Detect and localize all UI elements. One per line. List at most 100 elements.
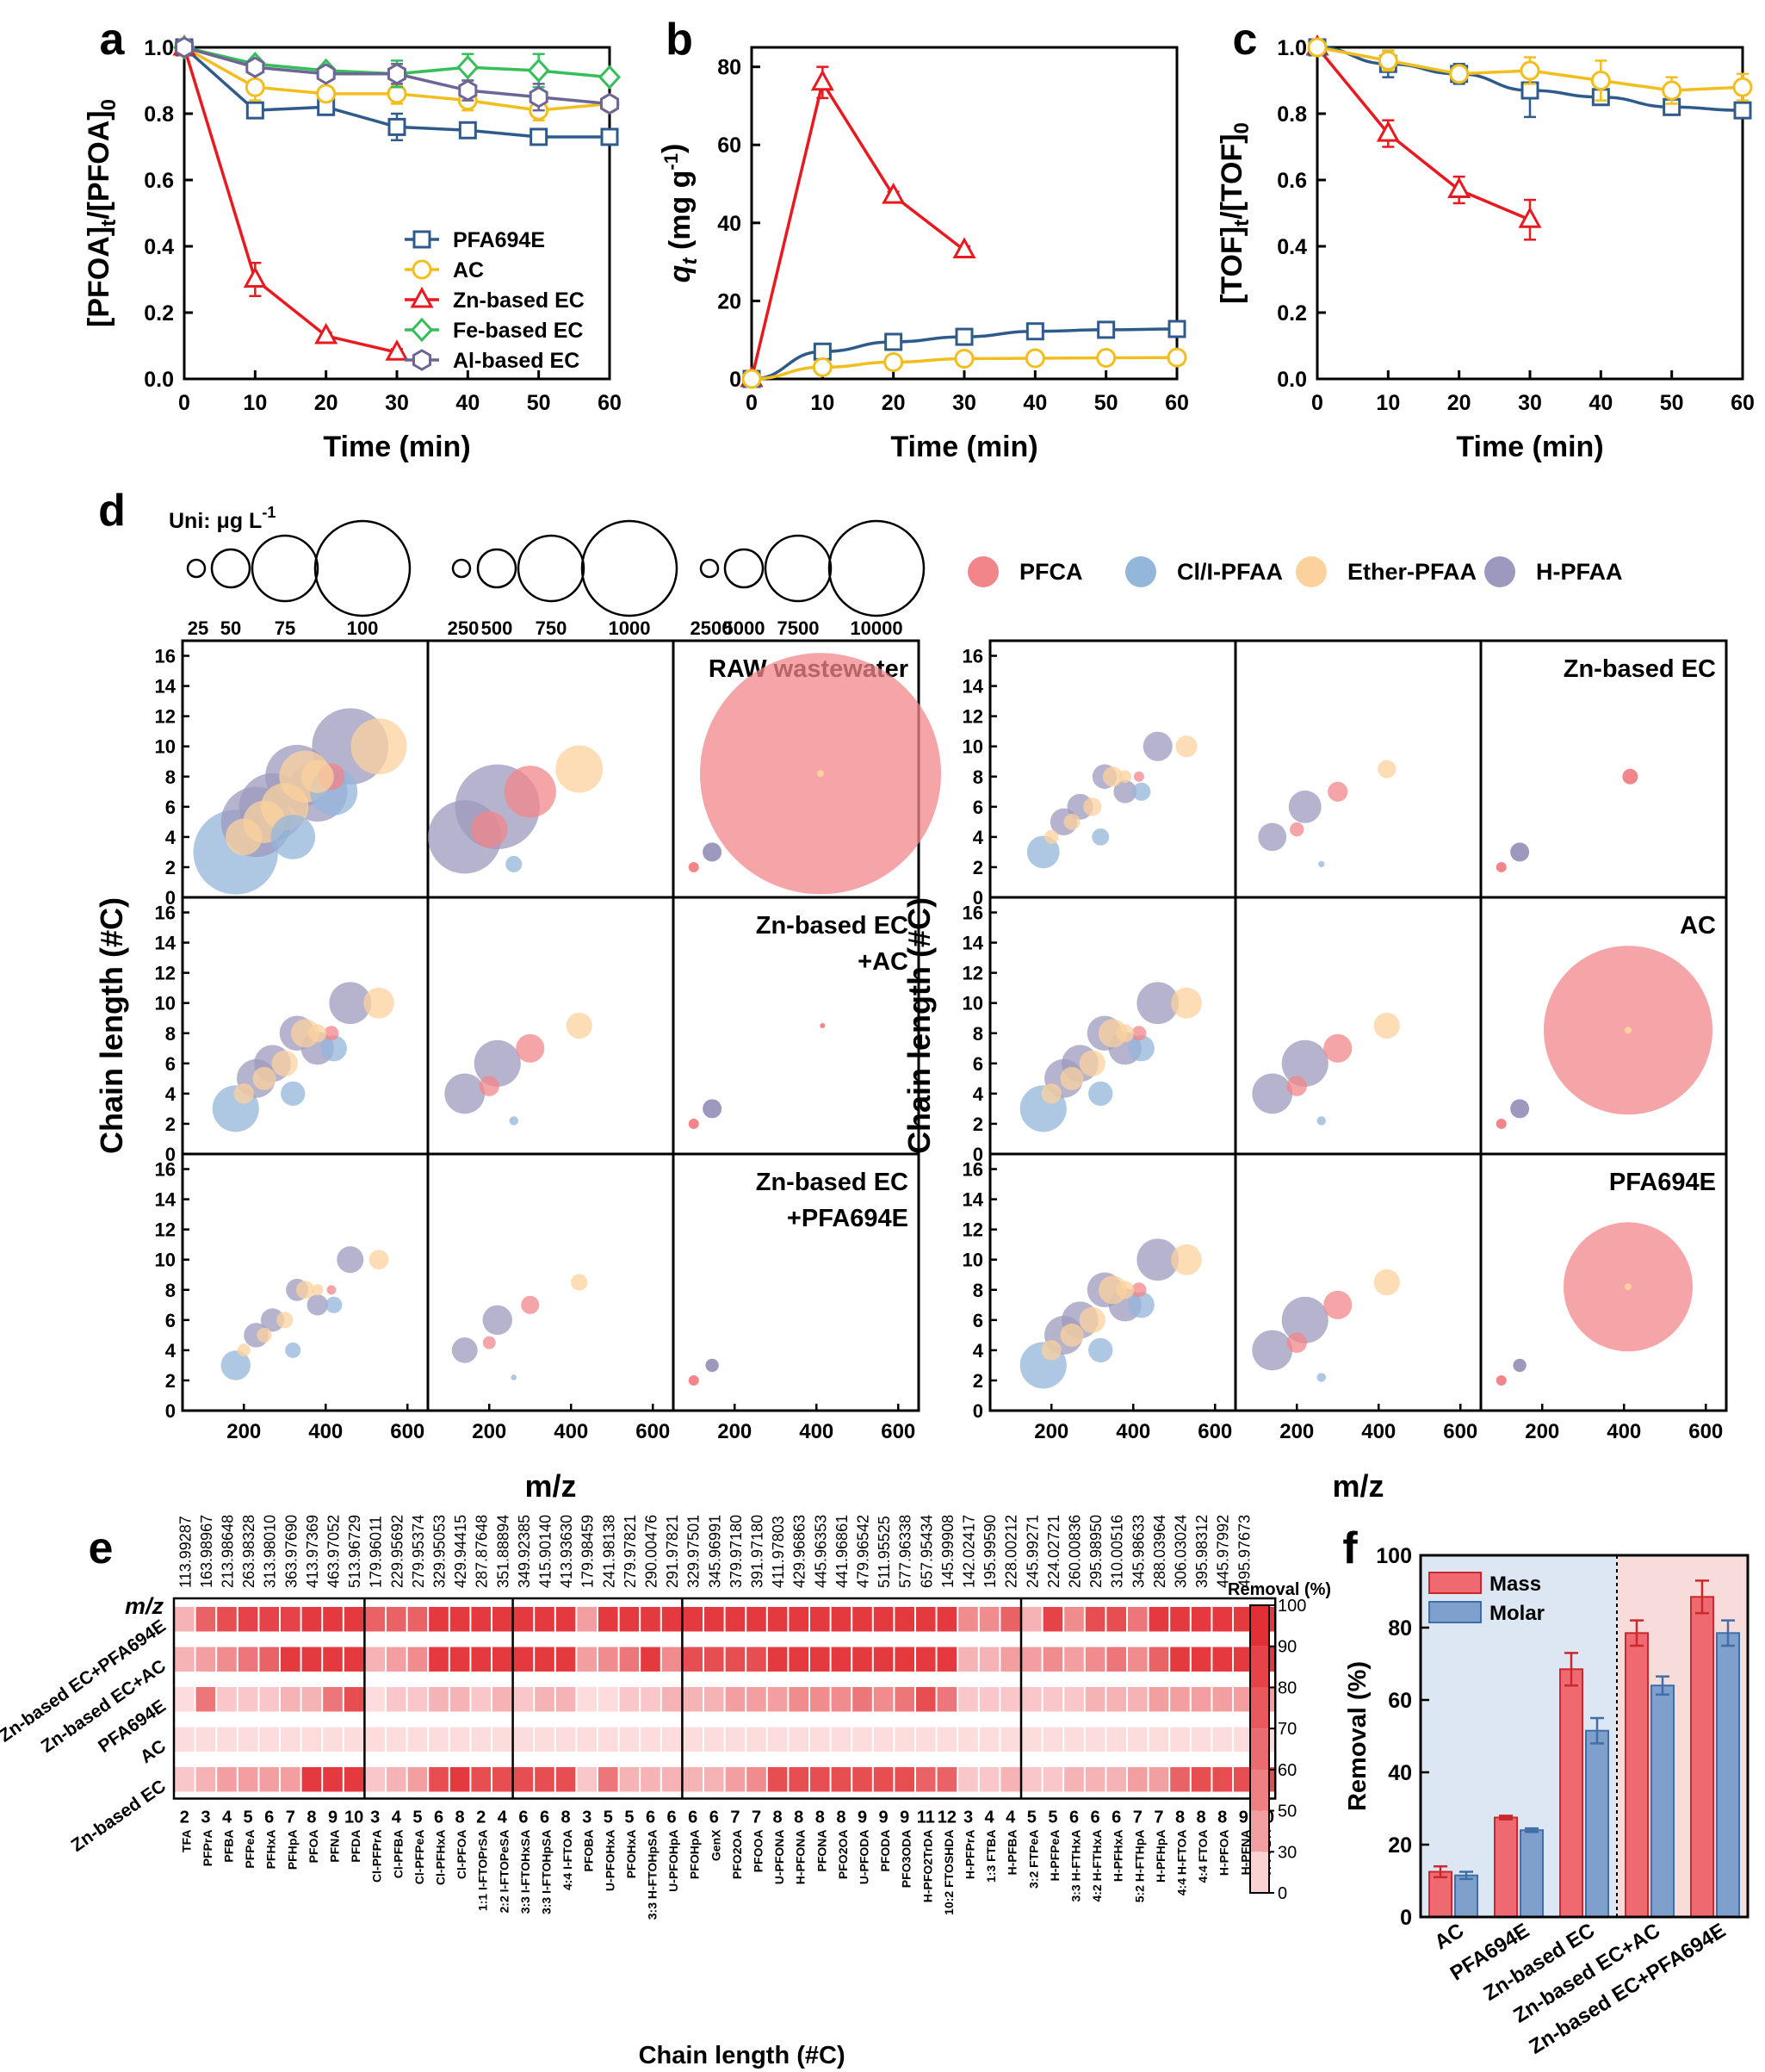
bubble-cell (193, 708, 407, 895)
panel-d: d Uni: μg L-125 50 75 100 250 500 750 1000 250050… (94, 486, 1728, 1504)
colorbar-step (1250, 1810, 1269, 1852)
column-mz: 310.00516 (1109, 1515, 1126, 1588)
column-mz: 345.98633 (1130, 1515, 1147, 1588)
heat-cell (387, 1607, 406, 1632)
heat-cell (238, 1767, 258, 1792)
heat-cell (471, 1647, 491, 1672)
bubble (1625, 1283, 1632, 1291)
column-mz: 577.96338 (897, 1515, 914, 1588)
bubble (329, 982, 372, 1025)
heat-cell (577, 1727, 597, 1752)
column-chain-length: 8 (455, 1808, 465, 1827)
column-name: PFODA (878, 1830, 892, 1872)
size-circle (186, 558, 207, 579)
panel-letter-d: d (98, 486, 126, 536)
column-name: 4:2 H-FTHxA (1090, 1830, 1104, 1902)
heat-cell (387, 1647, 406, 1672)
bubble (308, 1024, 327, 1043)
bubble (295, 1281, 315, 1300)
heat-cell (852, 1687, 872, 1712)
y-tick-label: 14 (155, 1189, 176, 1211)
bubble (482, 1336, 496, 1349)
bubble (257, 1327, 272, 1343)
column-chain-length: 2 (476, 1808, 486, 1827)
bubble-grid-1: 0246810121416024681012141602468101214162… (901, 639, 1728, 1504)
y-tick-label: 10 (963, 993, 983, 1014)
column-mz: 657.95434 (918, 1515, 935, 1588)
x-axis-title: Time (min) (1456, 431, 1603, 463)
bubble-cell (444, 1012, 592, 1126)
heat-cell (852, 1727, 872, 1752)
heat-cell (429, 1727, 449, 1752)
column-chain-length: 7 (752, 1808, 761, 1827)
heat-cell (195, 1687, 216, 1712)
bubble (1513, 1358, 1527, 1373)
data-point (458, 79, 478, 102)
legend-label: Ether-PFAA (1347, 559, 1477, 585)
bubble (1323, 1033, 1353, 1063)
colorbar-tick-label: 50 (1278, 1802, 1297, 1821)
y-axis-title: qt (mg g-1) (657, 144, 702, 283)
column-name: PFHpA (285, 1830, 299, 1870)
size-circle (764, 534, 833, 603)
y-tick-label: 16 (963, 646, 983, 667)
heat-cell (916, 1767, 936, 1792)
column-chain-length: 12 (938, 1808, 957, 1827)
heat-cell (1128, 1727, 1148, 1752)
heat-cell (429, 1647, 449, 1672)
column-chain-length: 7 (286, 1808, 295, 1827)
x-axis-title: Chain length (#C) (639, 2042, 845, 2069)
heat-cell (1234, 1607, 1254, 1632)
column-name: PFO2OA (836, 1830, 850, 1880)
heat-cell (175, 1607, 195, 1632)
heat-cell (471, 1727, 491, 1752)
bubble (1496, 1374, 1507, 1386)
bubble (1288, 790, 1322, 823)
column-mz: 228.00212 (1003, 1515, 1020, 1588)
column-chain-length: 2 (180, 1808, 189, 1827)
heat-cell (683, 1767, 703, 1792)
column-mz: 411.97803 (770, 1516, 787, 1588)
y-tick-label: 0.8 (144, 102, 174, 127)
y-tick-label: 100 (1376, 1544, 1412, 1568)
y-tick-label: 6 (165, 1053, 176, 1075)
bubble-cell (428, 745, 604, 874)
bubble (363, 987, 394, 1019)
colorbar-tick-label: 60 (1278, 1761, 1297, 1780)
column-name: PFBA (222, 1830, 236, 1863)
y-tick-label: 0.4 (144, 235, 174, 259)
bubble (1088, 1081, 1113, 1107)
colorbar-step (1250, 1728, 1269, 1770)
heat-cell (301, 1727, 322, 1752)
heat-cell (471, 1767, 491, 1792)
column-chain-length: 7 (730, 1808, 740, 1827)
heat-cell (301, 1687, 322, 1712)
column-mz: 290.00476 (643, 1515, 660, 1588)
heat-cell (1085, 1767, 1105, 1792)
legend-label: AC (453, 258, 484, 282)
bubble (1088, 1337, 1113, 1363)
column-mz: 229.95692 (388, 1515, 406, 1588)
column-chain-length: 10 (344, 1808, 363, 1827)
column-chain-length: 8 (1197, 1808, 1206, 1827)
bubble (350, 718, 407, 775)
y-tick-label: 4 (973, 1083, 984, 1105)
column-mz: 260.00836 (1067, 1515, 1084, 1588)
column-chain-length: 4 (498, 1808, 508, 1827)
bubble (1128, 1035, 1155, 1062)
panel-b: 0 10 20 30 40 50 60 0 20 40 60 80 Time (min) qt (mg g… (657, 15, 1189, 463)
column-chain-length: 9 (858, 1808, 867, 1827)
y-tick-label: 0.6 (144, 169, 174, 193)
heat-cell (661, 1647, 682, 1672)
size-circle (517, 534, 585, 603)
heat-cell (873, 1647, 894, 1672)
heat-cell (1043, 1607, 1063, 1632)
data-point (813, 342, 832, 361)
bubble (705, 1358, 719, 1373)
y-tick-label: 12 (155, 963, 176, 984)
bubble (281, 1081, 306, 1107)
heat-cell (958, 1607, 978, 1632)
bubble (451, 1337, 478, 1363)
column-mz: 287.87648 (474, 1515, 491, 1588)
heat-cell (979, 1607, 1000, 1632)
